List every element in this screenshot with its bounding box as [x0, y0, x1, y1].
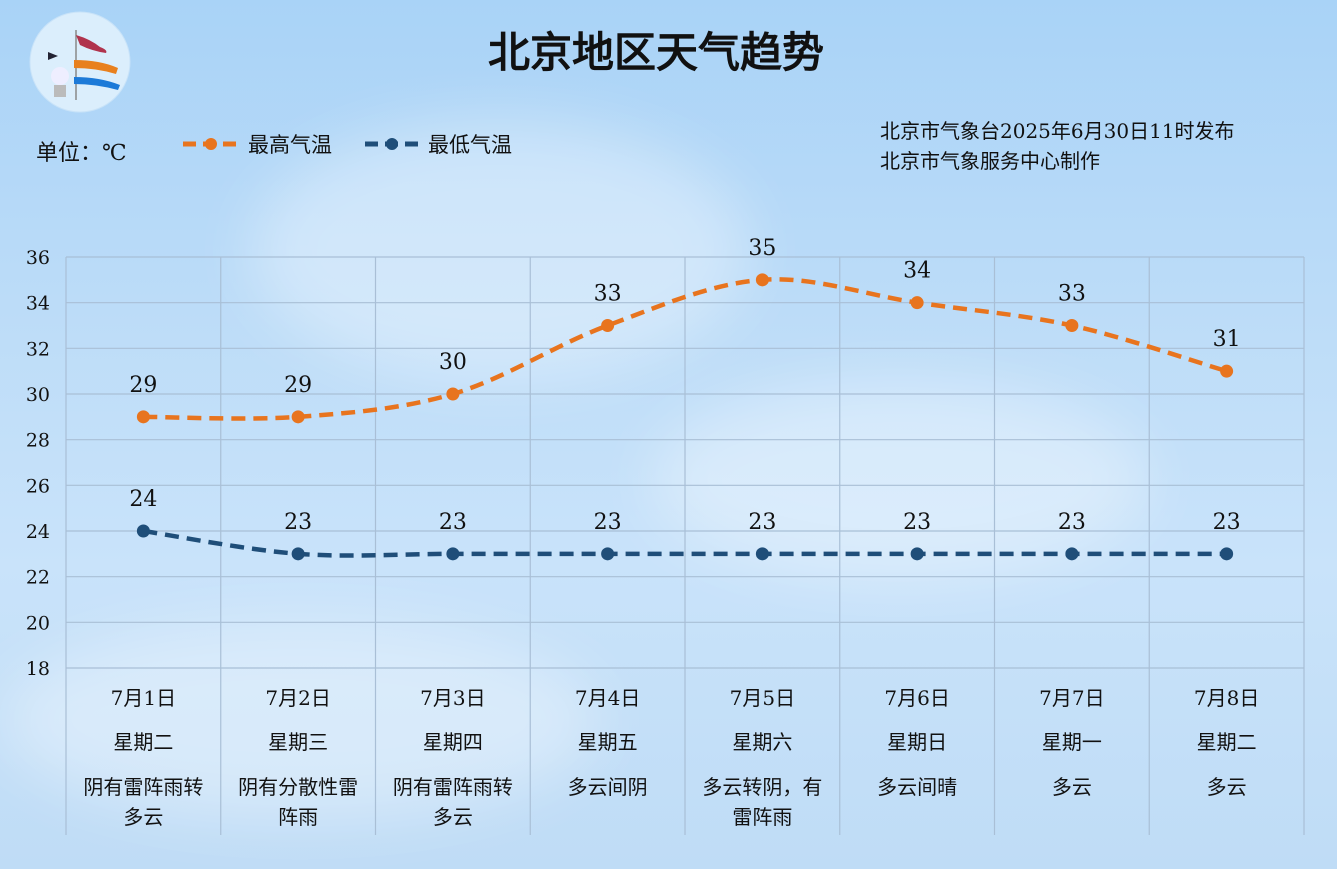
- x-tick-date: 7月8日: [1194, 686, 1259, 710]
- y-tick-label: 26: [26, 475, 50, 497]
- high-temp-line: [143, 277, 1228, 421]
- low-temp-point: [601, 547, 615, 561]
- legend-high-label: 最高气温: [248, 133, 332, 157]
- low-temp-point: [910, 547, 924, 561]
- cloud-decoration: [650, 380, 1150, 580]
- high-temp-point: [291, 410, 305, 424]
- y-tick-label: 22: [26, 567, 50, 589]
- high-temp-label: 29: [284, 373, 312, 398]
- weather-description: 多云间阴: [568, 775, 648, 799]
- low-temp-point: [755, 547, 769, 561]
- x-tick-date: 7月2日: [265, 686, 330, 710]
- x-tick-weekday: 星期二: [113, 730, 173, 754]
- legend: 最高气温 最低气温: [183, 133, 512, 157]
- low-temp-point: [1220, 547, 1234, 561]
- low-temp-label: 23: [748, 510, 776, 535]
- weather-description: 多云: [433, 805, 473, 829]
- low-temp-point: [1065, 547, 1079, 561]
- x-tick-weekday: 星期二: [1197, 730, 1257, 754]
- x-tick-date: 7月4日: [575, 686, 640, 710]
- logo: [29, 11, 131, 113]
- low-temp-label: 23: [594, 510, 622, 535]
- low-temp-label: 23: [1058, 510, 1086, 535]
- high-temp-label: 29: [129, 373, 157, 398]
- high-temp-label: 33: [594, 282, 622, 307]
- x-tick-weekday: 星期四: [423, 730, 483, 754]
- weather-description: 多云: [1052, 775, 1092, 799]
- publisher-line1: 北京市气象台2025年6月30日11时发布: [880, 119, 1235, 143]
- high-temp-label: 34: [903, 259, 931, 284]
- weather-description: 阴有分散性雷: [238, 775, 358, 799]
- y-tick-label: 36: [26, 247, 50, 269]
- weather-description: 阴有雷阵雨转: [393, 775, 513, 799]
- low-temp-point: [446, 547, 460, 561]
- x-tick-weekday: 星期六: [732, 730, 792, 754]
- x-tick-date: 7月6日: [884, 686, 949, 710]
- y-tick-label: 32: [26, 338, 50, 360]
- y-tick-label: 28: [26, 430, 50, 452]
- legend-low: 最低气温: [365, 133, 512, 157]
- x-tick-date: 7月3日: [420, 686, 485, 710]
- low-temp-label: 24: [129, 487, 157, 512]
- low-temp-label: 23: [439, 510, 467, 535]
- y-tick-label: 20: [26, 612, 50, 634]
- weather-description: 多云间晴: [877, 775, 957, 799]
- high-temp-point: [601, 319, 615, 332]
- high-temp-label: 30: [439, 350, 467, 375]
- high-temp-label: 33: [1058, 282, 1086, 307]
- high-temp-point: [1065, 319, 1079, 332]
- high-temp-point: [446, 387, 460, 401]
- weather-description: 雷阵雨: [732, 805, 792, 829]
- cloud-decoration: [0, 620, 600, 820]
- x-tick-weekday: 星期一: [1042, 730, 1102, 754]
- high-temp-point: [1220, 364, 1234, 378]
- low-temp-label: 23: [284, 510, 312, 535]
- high-temp-label: 31: [1213, 327, 1241, 352]
- legend-low-label: 最低气温: [428, 133, 512, 157]
- weather-description: 阴有雷阵雨转: [83, 775, 203, 799]
- x-tick-weekday: 星期三: [268, 730, 328, 754]
- x-tick-date: 7月7日: [1039, 686, 1104, 710]
- y-tick-label: 34: [26, 293, 50, 315]
- high-temp-point: [755, 273, 769, 287]
- x-tick-weekday: 星期五: [578, 730, 638, 754]
- weather-description: 多云: [123, 805, 163, 829]
- low-temp-point: [291, 547, 305, 561]
- weather-description: 阵雨: [278, 805, 318, 829]
- page-title: 北京地区天气趋势: [488, 28, 824, 77]
- low-temp-line: [143, 528, 1227, 558]
- cloud-decoration: [250, 120, 750, 380]
- publisher-line2: 北京市气象服务中心制作: [880, 149, 1100, 173]
- low-temp-label: 23: [903, 510, 931, 535]
- high-temp-label: 35: [748, 236, 776, 261]
- unit-label: 单位：℃: [36, 141, 127, 166]
- low-temp-label: 23: [1213, 510, 1241, 535]
- low-temp-point: [136, 524, 150, 538]
- legend-high: 最高气温: [183, 133, 332, 157]
- y-tick-label: 30: [26, 384, 50, 406]
- weather-description: 多云: [1207, 775, 1247, 799]
- high-temp-point: [136, 410, 150, 424]
- x-tick-date: 7月5日: [730, 686, 795, 710]
- y-tick-label: 18: [26, 658, 50, 680]
- x-tick-date: 7月1日: [111, 686, 176, 710]
- weather-description: 多云转阴，有: [702, 775, 822, 799]
- y-tick-label: 24: [26, 521, 50, 543]
- x-tick-weekday: 星期日: [887, 730, 947, 754]
- high-temp-point: [910, 296, 924, 310]
